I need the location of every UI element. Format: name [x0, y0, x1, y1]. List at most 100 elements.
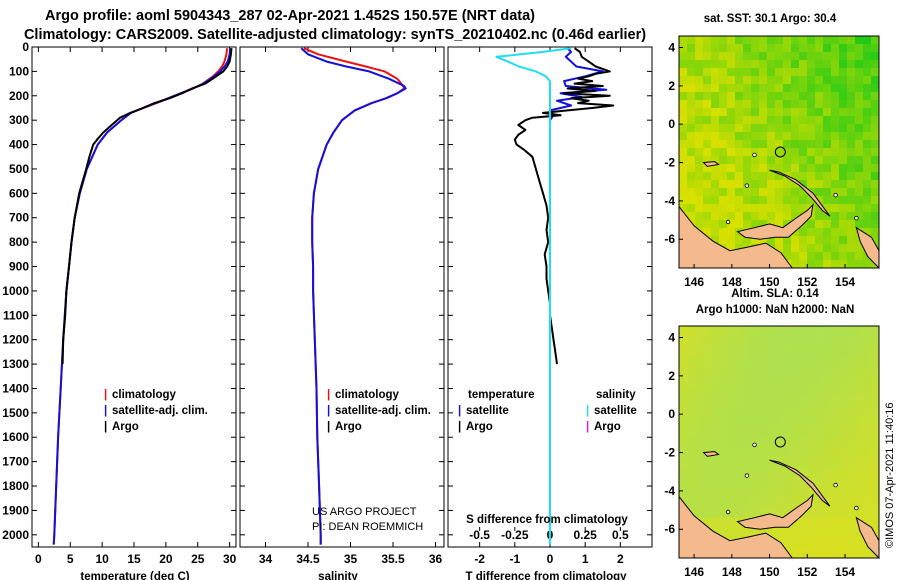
sst-cell [767, 204, 776, 213]
sla-cell [749, 447, 760, 458]
sla-cell [749, 426, 760, 438]
sst-cell [679, 188, 688, 197]
sla-cell [809, 487, 820, 498]
sst-cell [791, 100, 800, 109]
sst-cell [703, 52, 712, 61]
sla-map-lat-tick-label: 0 [668, 407, 675, 421]
sst-cell [735, 100, 744, 109]
sla-cell [789, 406, 800, 418]
sla-cell [689, 467, 700, 478]
sst-cell [807, 244, 816, 253]
sst-cell [839, 252, 848, 261]
sst-cell [863, 164, 872, 173]
sst-cell [767, 124, 776, 133]
sst-cell [759, 180, 768, 189]
sst-map-lon-tick-label: 148 [722, 275, 742, 289]
sst-cell [695, 124, 704, 133]
sla-cell [799, 416, 810, 428]
sst-cell [743, 44, 752, 53]
sst-cell [855, 188, 864, 197]
diff-legend-label-t-satellite: satellite [466, 405, 509, 417]
temp-series-satellite-adj-clim- [52, 48, 232, 545]
sst-cell [759, 188, 768, 197]
sst-cell [679, 92, 688, 101]
sst-cell [823, 204, 832, 213]
sst-cell [815, 228, 824, 237]
sla-cell [849, 457, 860, 468]
sla-cell [819, 457, 830, 468]
sst-cell [791, 108, 800, 117]
sla-cell [749, 326, 760, 337]
sla-cell [819, 406, 830, 418]
sst-cell [687, 156, 696, 165]
sla-cell [819, 517, 830, 529]
sst-cell [751, 156, 760, 165]
sst-cell [871, 52, 880, 61]
sst-cell [831, 52, 840, 61]
sst-cell [727, 172, 736, 181]
sst-cell [807, 92, 816, 101]
sst-cell [735, 76, 744, 85]
sla-cell [789, 386, 800, 397]
sst-cell [847, 196, 856, 205]
sla-cell [749, 366, 760, 377]
sla-cell [769, 426, 780, 438]
diff-xtick-label: 0 [547, 552, 554, 566]
sst-cell [687, 44, 696, 53]
sst-cell [815, 172, 824, 181]
sst-cell [823, 252, 832, 261]
temp-legend-label-argo: Argo [112, 421, 139, 433]
sst-cell [863, 196, 872, 205]
sla-cell [689, 457, 700, 468]
sla-cell [809, 336, 820, 347]
sst-cell [839, 228, 848, 237]
sla-cell [799, 326, 810, 337]
sla-cell [699, 326, 710, 337]
sst-cell [703, 116, 712, 125]
sst-cell [679, 52, 688, 61]
sla-cell [689, 406, 700, 418]
sst-cell [871, 60, 880, 69]
sst-cell [871, 124, 880, 133]
sst-cell [847, 236, 856, 245]
sst-cell [719, 188, 728, 197]
sla-cell [749, 477, 760, 488]
sla-cell [769, 386, 780, 397]
sst-cell [695, 164, 704, 173]
sst-cell [823, 228, 832, 237]
sst-cell [831, 116, 840, 125]
sst-cell [791, 244, 800, 253]
sst-cell [735, 204, 744, 213]
sla-cell [759, 527, 770, 539]
sla-cell [739, 507, 750, 518]
sla-cell [709, 396, 720, 407]
sst-cell [695, 116, 704, 125]
sst-cell [727, 76, 736, 85]
sst-cell [799, 52, 808, 61]
sla-cell [779, 346, 790, 357]
sla-cell [689, 426, 700, 438]
header-title-line1: Argo profile: aoml 5904343_287 02-Apr-20… [45, 8, 535, 24]
temp-xtick-label: 20 [159, 552, 173, 566]
sst-cell [815, 204, 824, 213]
sla-cell [699, 457, 710, 468]
sst-cell [743, 156, 752, 165]
sst-cell [831, 172, 840, 181]
sst-cell [815, 244, 824, 253]
sst-map-lat-tick-label: 4 [668, 41, 675, 55]
sst-cell [735, 236, 744, 245]
sla-cell [869, 336, 880, 347]
sst-cell [775, 100, 784, 109]
depth-tick-label: 1500 [2, 406, 29, 420]
sst-cell [839, 172, 848, 181]
sst-cell [791, 236, 800, 245]
sst-cell [815, 236, 824, 245]
sst-cell [711, 68, 720, 77]
sla-cell [719, 517, 730, 529]
sla-cell [709, 386, 720, 397]
sla-cell [719, 507, 730, 518]
sst-cell [871, 212, 880, 221]
sst-cell [727, 116, 736, 125]
sla-map-lon-tick-label: 154 [835, 565, 855, 579]
sla-cell [729, 346, 740, 357]
